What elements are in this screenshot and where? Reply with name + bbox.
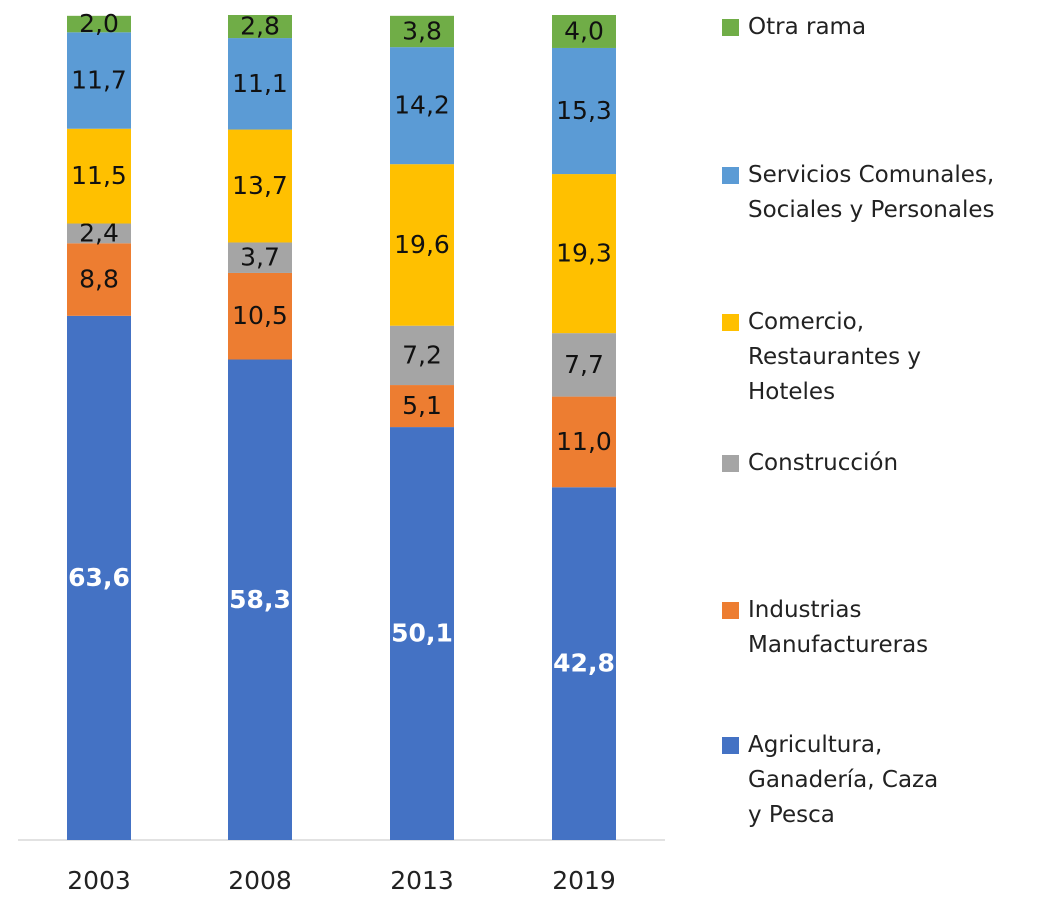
legend-item: Servicios Comunales, Sociales y Personal… (722, 158, 1042, 228)
data-label: 19,3 (556, 239, 612, 268)
legend-swatch (722, 602, 739, 619)
data-label: 58,3 (229, 585, 291, 614)
bar-segment (67, 15, 131, 33)
bar-segment (390, 385, 454, 428)
bar-segment (228, 38, 292, 130)
data-label: 11,5 (71, 161, 127, 190)
legend-label: Otra rama (748, 14, 867, 40)
data-label: 2,0 (79, 9, 119, 38)
data-label: 5,1 (402, 391, 442, 420)
data-label: 11,7 (71, 66, 127, 95)
legend-label: Comercio, Restaurantes y Hoteles (748, 309, 921, 405)
data-label: 15,3 (556, 96, 612, 125)
bar-segment (552, 174, 616, 334)
bar-segment (228, 272, 292, 360)
bar-segment (67, 315, 131, 840)
bar-segment (552, 487, 616, 840)
x-tick-label: 2013 (390, 866, 454, 895)
legend-swatch (722, 19, 739, 36)
bar-segment (67, 223, 131, 244)
legend-item: Construcción (722, 446, 1042, 481)
bar-segment (552, 396, 616, 488)
data-label: 13,7 (232, 171, 288, 200)
legend-item: Comercio, Restaurantes y Hoteles (722, 305, 1042, 410)
data-label: 14,2 (394, 91, 450, 120)
bar-segment (390, 427, 454, 840)
data-label: 11,0 (556, 427, 612, 456)
data-label: 10,5 (232, 301, 288, 330)
bar-segment (552, 333, 616, 397)
data-label: 63,6 (68, 563, 130, 592)
x-tick-label: 2019 (552, 866, 616, 895)
data-label: 19,6 (394, 230, 450, 259)
legend-swatch (722, 167, 739, 184)
bar-segment (552, 15, 616, 48)
x-tick-label: 2008 (228, 866, 292, 895)
bar-segment (67, 243, 131, 316)
data-label: 8,8 (79, 265, 119, 294)
data-label: 3,7 (240, 243, 280, 272)
data-label: 4,0 (564, 16, 604, 45)
bar-segment (390, 47, 454, 165)
legend-swatch (722, 455, 739, 472)
bar-segment (228, 359, 292, 840)
legend-label: Servicios Comunales, Sociales y Personal… (748, 162, 995, 223)
bar-segment (228, 129, 292, 243)
bar-segment (390, 325, 454, 386)
legend-item: Otra rama (722, 10, 1042, 45)
legend-label: Industrias Manufactureras (748, 597, 929, 658)
bar-segment (390, 164, 454, 326)
legend-item: Industrias Manufactureras (722, 593, 1042, 663)
data-label: 42,8 (553, 649, 615, 678)
legend-swatch (722, 314, 739, 331)
bar-segment (67, 128, 131, 224)
data-label: 50,1 (391, 619, 453, 648)
data-label: 3,8 (402, 16, 442, 45)
legend-label: Agricultura, Ganadería, Caza y Pesca (748, 732, 939, 828)
data-label: 2,8 (240, 12, 280, 41)
bar-segment (552, 47, 616, 175)
legend-swatch (722, 737, 739, 754)
data-label: 7,7 (564, 350, 604, 379)
data-label: 11,1 (232, 69, 288, 98)
legend-item: Agricultura, Ganadería, Caza y Pesca (722, 728, 1042, 833)
bar-segment (228, 15, 292, 39)
data-label: 7,2 (402, 340, 442, 369)
x-tick-label: 2003 (67, 866, 131, 895)
legend-label: Construcción (748, 450, 899, 476)
bar-segment (390, 15, 454, 48)
bar-segment (228, 242, 292, 273)
bar-segment (67, 32, 131, 129)
